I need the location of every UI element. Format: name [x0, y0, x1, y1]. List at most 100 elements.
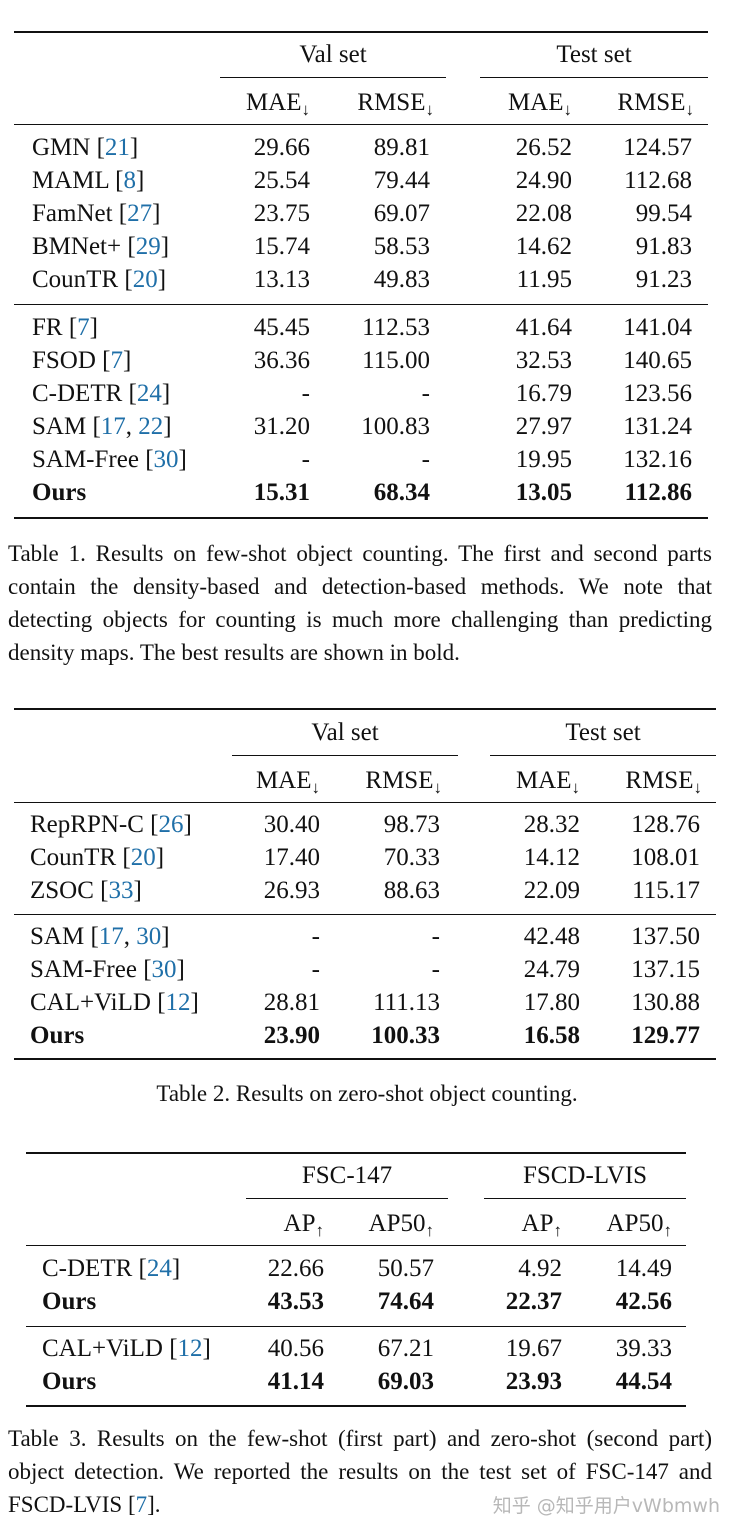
citation-link[interactable]: 7 — [110, 347, 124, 374]
table-cell: 132.16 — [623, 446, 692, 473]
method-label: CAL+ViLD — [30, 989, 151, 1016]
header-rule — [14, 124, 708, 125]
table-cell: 36.36 — [253, 347, 310, 374]
citation-link[interactable]: 20 — [130, 844, 156, 871]
method-label: C-DETR — [42, 1255, 133, 1282]
citation-link[interactable]: 30 — [153, 446, 179, 473]
table-cell: 25.54 — [253, 167, 310, 194]
table-cell: 11.95 — [516, 266, 572, 293]
citation-link[interactable]: 33 — [108, 877, 134, 904]
citation-link[interactable]: 27 — [127, 200, 153, 227]
table-cell: 141.04 — [623, 314, 692, 341]
citation-link[interactable]: 30 — [136, 923, 162, 950]
table-cell: 123.56 — [623, 380, 692, 407]
group-rule — [220, 77, 446, 78]
group-rule — [246, 1198, 448, 1199]
table-cell: 22.66 — [267, 1255, 324, 1282]
method-label: MAML — [32, 167, 109, 194]
group-rule — [232, 755, 458, 756]
citation-link[interactable]: 12 — [177, 1335, 203, 1362]
method-name: CAL+ViLD [12] — [30, 989, 199, 1016]
table-cell: 112.68 — [624, 167, 692, 194]
citation-link[interactable]: 17 — [98, 923, 124, 950]
top-rule — [26, 1152, 686, 1154]
watermark: 知乎 @知乎用户vWbmwh — [492, 1495, 720, 1517]
method-label: FamNet — [32, 200, 113, 227]
citation-link[interactable]: 7 — [77, 314, 90, 341]
bottom-rule — [26, 1405, 686, 1407]
group-header: Val set — [311, 719, 379, 746]
citation-link[interactable]: 22 — [138, 413, 164, 440]
table-cell: 23.75 — [253, 200, 310, 227]
method-name: BMNet+ [29] — [32, 233, 170, 260]
method-name: ZSOC [33] — [30, 877, 142, 904]
header-rule — [26, 1245, 686, 1246]
citation-link[interactable]: 17 — [100, 413, 126, 440]
citation-link[interactable]: 7 — [135, 1492, 148, 1517]
citation-link[interactable]: 8 — [123, 167, 136, 194]
table-cell: 70.33 — [383, 844, 440, 871]
method-name: SAM-Free [30] — [30, 956, 185, 983]
table-cell: 100.83 — [361, 413, 430, 440]
table-cell: 24.90 — [515, 167, 572, 194]
table-cell: 88.63 — [383, 877, 440, 904]
table-cell: 39.33 — [615, 1335, 672, 1362]
citation-link[interactable]: 26 — [158, 811, 184, 838]
citation-link[interactable]: 24 — [136, 380, 162, 407]
table-cell: 19.95 — [515, 446, 572, 473]
table-cell: 22.08 — [515, 200, 572, 227]
table-cell: 137.15 — [631, 956, 700, 983]
col-header: MAE↓ — [515, 767, 580, 797]
table-cell: 49.83 — [373, 266, 430, 293]
method-name: SAM-Free [30] — [32, 446, 187, 473]
table-cell: - — [311, 956, 320, 983]
table-cell: 74.64 — [377, 1288, 434, 1315]
header-rule — [14, 802, 716, 803]
citation-link[interactable]: 20 — [132, 266, 158, 293]
table-cell: 98.73 — [383, 811, 440, 838]
table-cell: 128.76 — [631, 811, 700, 838]
table-cell: 99.54 — [635, 200, 692, 227]
method-label: SAM — [32, 413, 87, 440]
col-header: MAE↓ — [255, 767, 320, 797]
citation-link[interactable]: 30 — [151, 956, 177, 983]
method-name: Ours — [30, 1021, 84, 1051]
method-name: Ours — [42, 1367, 96, 1397]
table-2-caption: Table 2. Results on zero-shot object cou… — [156, 1081, 578, 1106]
table-cell: 31.20 — [253, 413, 310, 440]
part-rule — [14, 914, 716, 915]
method-label: SAM-Free — [32, 446, 139, 473]
table-cell: 130.88 — [631, 989, 700, 1016]
table-cell: 108.01 — [631, 844, 700, 871]
citation-link[interactable]: 24 — [146, 1255, 172, 1282]
col-header: RMSE↓ — [625, 767, 702, 797]
method-label: Ours — [30, 1022, 85, 1049]
part-rule — [14, 304, 708, 305]
table-cell: 44.54 — [615, 1368, 672, 1395]
table-cell: - — [301, 380, 310, 407]
table-cell: - — [301, 446, 310, 473]
citation-link[interactable]: 12 — [165, 989, 191, 1016]
citation-link[interactable]: 21 — [104, 134, 130, 161]
table-cell: 30.40 — [263, 811, 320, 838]
col-header: RMSE↓ — [617, 89, 694, 119]
method-name: Ours — [42, 1287, 96, 1317]
method-name: CAL+ViLD [12] — [42, 1335, 211, 1362]
table-cell: 22.37 — [505, 1288, 562, 1315]
bottom-rule — [14, 1058, 716, 1060]
table-cell: 16.79 — [515, 380, 572, 407]
table-cell: 19.67 — [505, 1335, 562, 1362]
table-cell: 43.53 — [267, 1288, 324, 1315]
table-cell: 17.40 — [263, 844, 320, 871]
group-header: Test set — [565, 719, 641, 746]
table-cell: - — [421, 446, 430, 473]
table-cell: 22.09 — [523, 877, 580, 904]
method-label: Ours — [32, 479, 87, 506]
citation-link[interactable]: 29 — [135, 233, 161, 260]
method-name: Ours — [32, 478, 86, 508]
top-rule — [14, 708, 716, 710]
table-cell: 112.53 — [362, 314, 430, 341]
table-3-caption: Table 3. Results on the few-shot (first … — [8, 1426, 712, 1517]
table-cell: 4.92 — [518, 1255, 562, 1282]
table-cell: 15.31 — [253, 479, 310, 506]
